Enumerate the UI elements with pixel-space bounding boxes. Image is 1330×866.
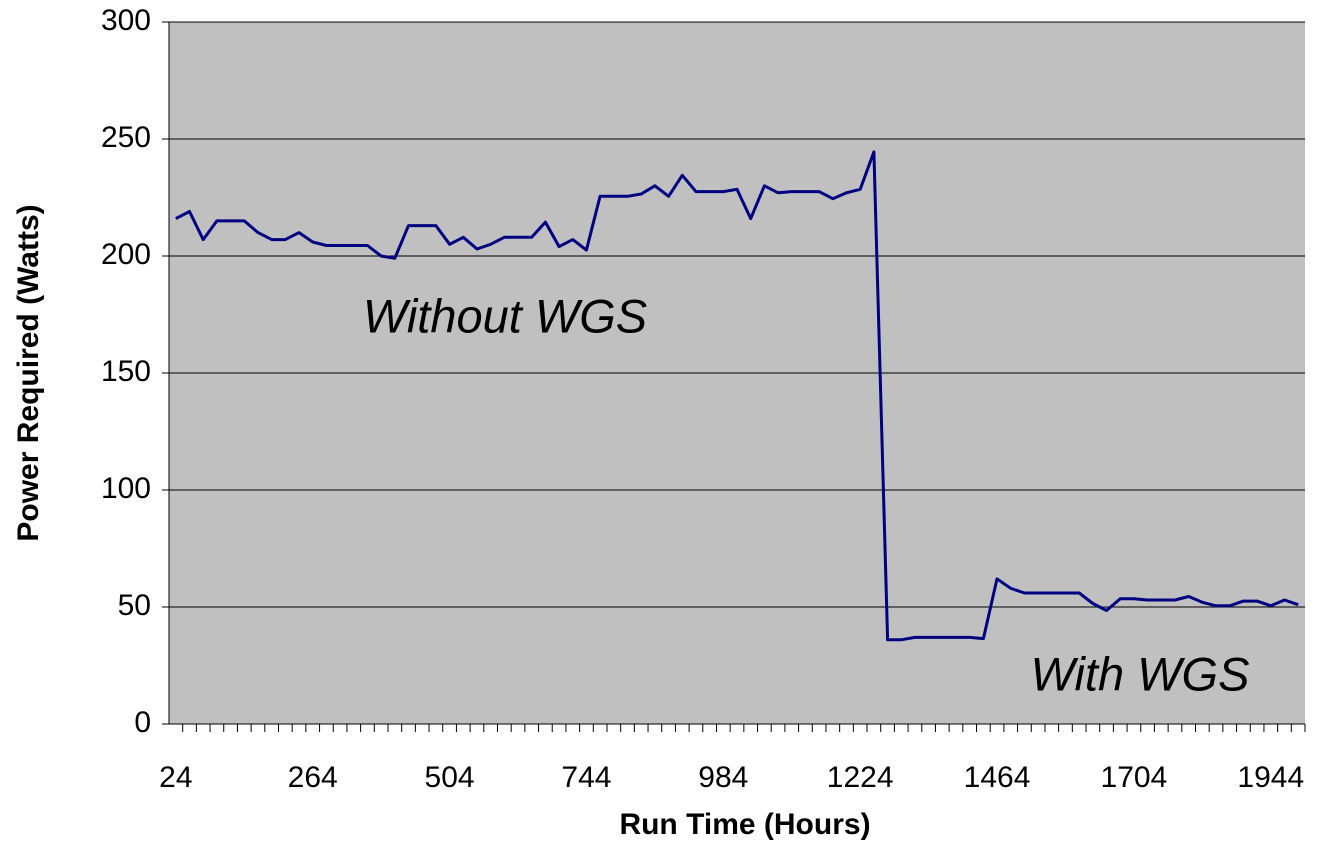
y-tick-label: 150 <box>101 355 151 388</box>
x-tick-label: 1464 <box>964 761 1031 794</box>
x-tick-label: 1944 <box>1237 761 1304 794</box>
y-tick-label: 200 <box>101 238 151 271</box>
x-tick-label: 264 <box>288 761 338 794</box>
x-tick-label: 1704 <box>1101 761 1168 794</box>
x-tick-label: 504 <box>425 761 475 794</box>
y-tick-label: 50 <box>118 589 151 622</box>
x-tick-label: 744 <box>561 761 611 794</box>
y-axis-title: Power Required (Watts) <box>12 204 45 541</box>
y-tick-label: 0 <box>134 706 151 739</box>
y-tick-label: 250 <box>101 121 151 154</box>
data-line <box>175 150 1299 642</box>
y-tick-label: 300 <box>101 4 151 37</box>
y-tick-label: 100 <box>101 472 151 505</box>
annotation: With WGS <box>1031 647 1250 700</box>
x-axis-title: Run Time (Hours) <box>619 808 870 841</box>
annotation: Without WGS <box>363 289 647 342</box>
x-tick-label: 1224 <box>827 761 894 794</box>
x-tick-label: 24 <box>159 761 192 794</box>
x-tick-label: 984 <box>698 761 748 794</box>
